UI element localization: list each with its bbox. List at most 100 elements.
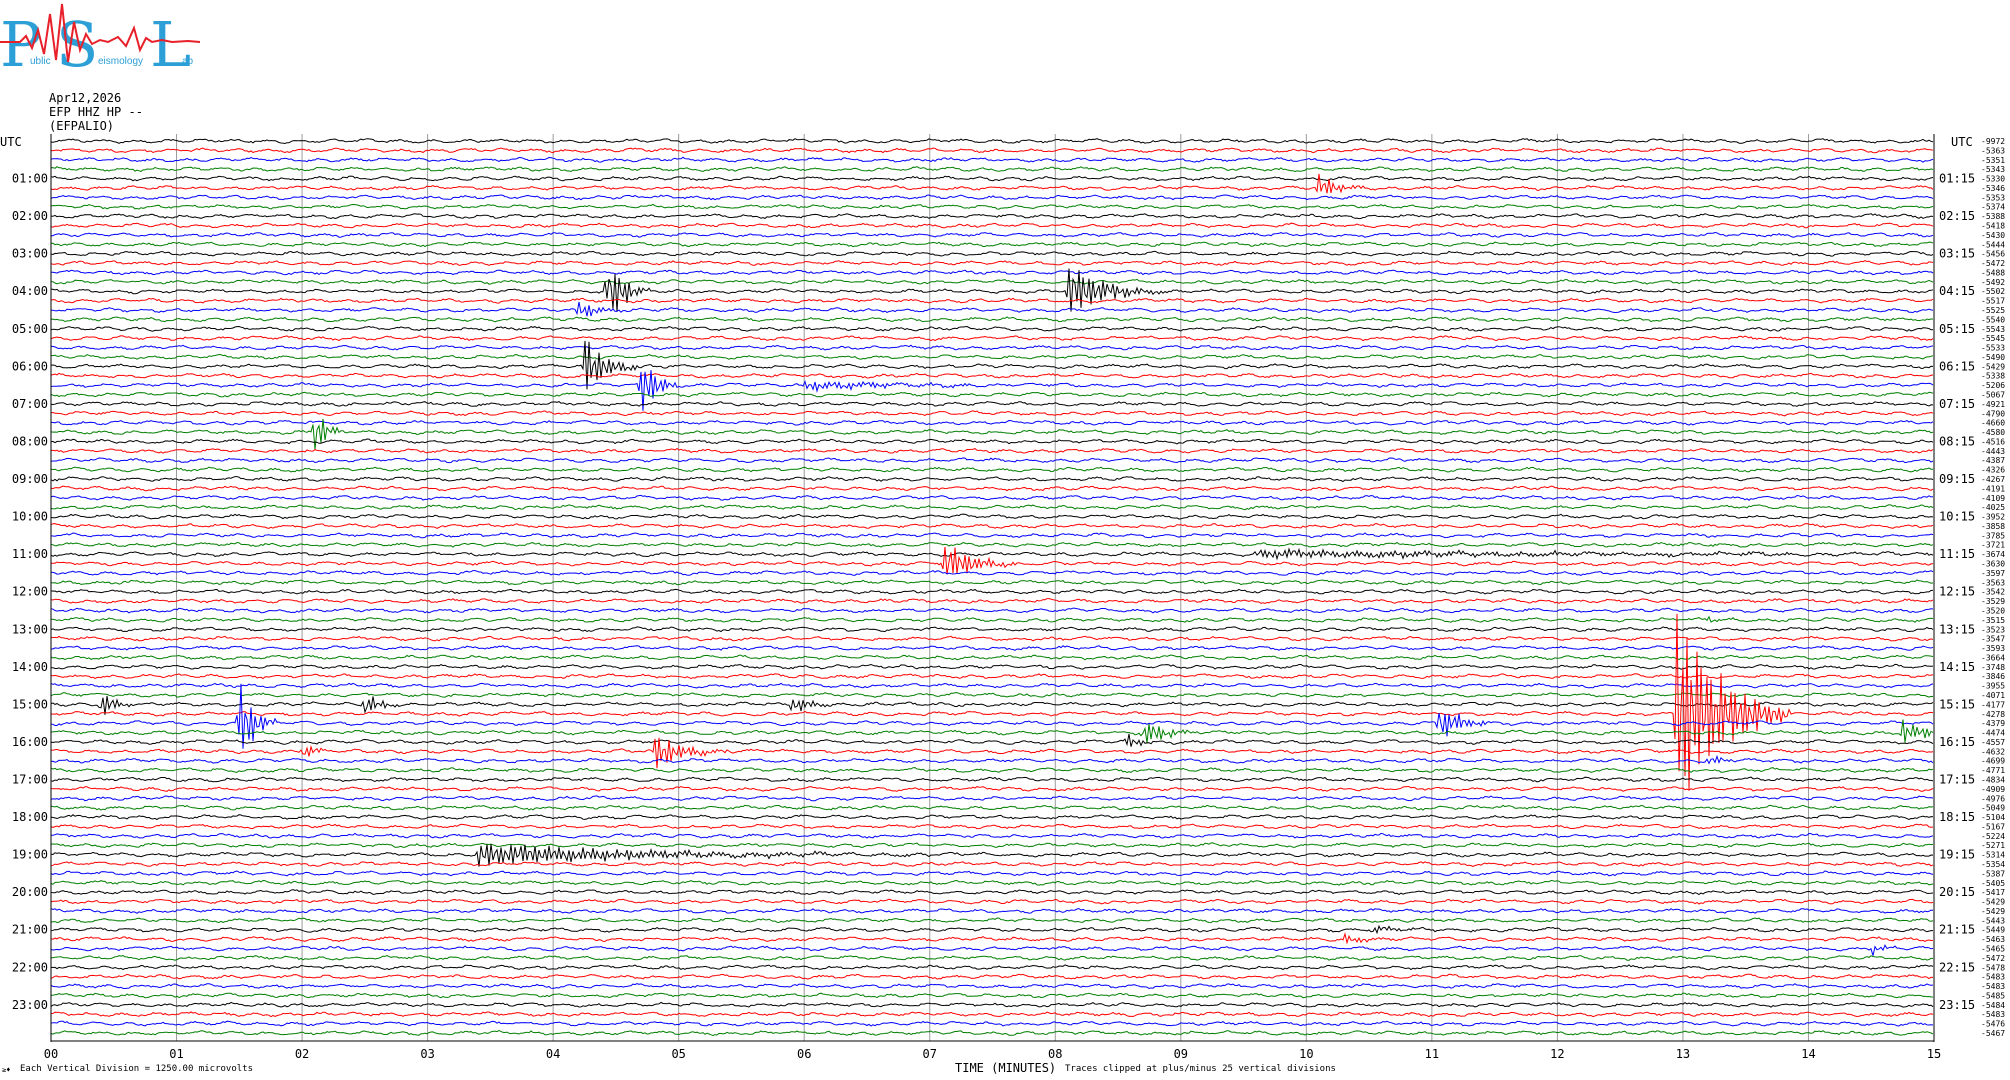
trace-offset-70: -4976 bbox=[1981, 794, 2005, 803]
trace-58 bbox=[50, 682, 1934, 689]
trace-4 bbox=[50, 175, 1934, 182]
trace-5 bbox=[50, 173, 1934, 194]
trace-0 bbox=[50, 138, 1934, 145]
x-tick-label-07: 07 bbox=[923, 1047, 937, 1061]
logo-word-lab: ab bbox=[182, 56, 194, 67]
trace-offset-72: -5104 bbox=[1981, 813, 2005, 822]
trace-77 bbox=[50, 861, 1934, 867]
trace-7 bbox=[50, 203, 1934, 210]
trace-offset-22: -5533 bbox=[1981, 344, 2005, 353]
right-hour-label-19:15: 19:15 bbox=[1939, 848, 1975, 862]
trace-offset-48: -3542 bbox=[1981, 588, 2005, 597]
trace-63 bbox=[50, 719, 1934, 744]
trace-offset-28: -4921 bbox=[1981, 400, 2005, 409]
trace-offset-76: -5314 bbox=[1981, 851, 2005, 860]
trace-offset-10: -5430 bbox=[1981, 231, 2005, 240]
trace-79 bbox=[50, 879, 1934, 886]
trace-offset-79: -5405 bbox=[1981, 879, 2005, 888]
left-hour-label-11:00: 11:00 bbox=[12, 547, 48, 561]
x-tick-label-14: 14 bbox=[1801, 1047, 1815, 1061]
right-hour-label-13:15: 13:15 bbox=[1939, 622, 1975, 636]
trace-offset-66: -4699 bbox=[1981, 757, 2005, 766]
trace-offset-64: -4557 bbox=[1981, 738, 2005, 747]
trace-offset-80: -5417 bbox=[1981, 888, 2005, 897]
trace-offset-95: -5467 bbox=[1981, 1029, 2005, 1038]
trace-offset-37: -4191 bbox=[1981, 484, 2005, 493]
x-tick-label-04: 04 bbox=[546, 1047, 560, 1061]
trace-offset-92: -5484 bbox=[1981, 1001, 2005, 1010]
trace-94 bbox=[50, 1020, 1934, 1027]
trace-51 bbox=[50, 615, 1934, 623]
x-tick-label-00: 00 bbox=[44, 1047, 58, 1061]
trace-91 bbox=[50, 992, 1933, 999]
left-hour-label-14:00: 14:00 bbox=[12, 660, 48, 674]
left-hour-label-01:00: 01:00 bbox=[12, 172, 48, 186]
trace-61 bbox=[50, 613, 1934, 790]
x-tick-label-11: 11 bbox=[1425, 1047, 1439, 1061]
trace-offset-45: -3630 bbox=[1981, 560, 2005, 569]
trace-16 bbox=[50, 268, 1934, 312]
trace-13 bbox=[50, 260, 1934, 266]
left-hour-label-08:00: 08:00 bbox=[12, 434, 48, 448]
right-hour-label-21:15: 21:15 bbox=[1939, 923, 1975, 937]
trace-offset-86: -5465 bbox=[1981, 944, 2005, 953]
trace-50 bbox=[50, 607, 1934, 614]
trace-offset-65: -4632 bbox=[1981, 747, 2005, 756]
right-hour-label-07:15: 07:15 bbox=[1939, 397, 1975, 411]
right-hour-label-10:15: 10:15 bbox=[1939, 510, 1975, 524]
trace-offset-75: -5271 bbox=[1981, 841, 2005, 850]
trace-66 bbox=[50, 754, 1934, 765]
trace-offset-7: -5374 bbox=[1981, 203, 2005, 212]
trace-offset-29: -4790 bbox=[1981, 409, 2005, 418]
trace-offset-53: -3547 bbox=[1981, 635, 2005, 644]
left-hour-label-07:00: 07:00 bbox=[12, 397, 48, 411]
trace-offset-24: -5429 bbox=[1981, 362, 2005, 371]
trace-88 bbox=[50, 964, 1934, 971]
trace-offset-85: -5463 bbox=[1981, 935, 2005, 944]
right-hour-label-18:15: 18:15 bbox=[1939, 810, 1975, 824]
psl-logo: P S L ublic eismology ab bbox=[0, 3, 201, 78]
trace-offset-25: -5338 bbox=[1981, 372, 2005, 381]
trace-offset-14: -5488 bbox=[1981, 268, 2005, 277]
trace-89 bbox=[50, 973, 1934, 980]
left-hour-label-06:00: 06:00 bbox=[12, 359, 48, 373]
trace-70 bbox=[50, 795, 1934, 802]
left-hour-label-23:00: 23:00 bbox=[12, 998, 48, 1012]
trace-offset-61: -4278 bbox=[1981, 710, 2005, 719]
trace-95 bbox=[50, 1029, 1934, 1037]
trace-offset-9: -5418 bbox=[1981, 222, 2005, 231]
trace-offset-89: -5483 bbox=[1981, 973, 2005, 982]
trace-76 bbox=[50, 844, 1934, 867]
trace-offset-2: -5351 bbox=[1981, 156, 2005, 165]
trace-38 bbox=[50, 494, 1934, 501]
trace-offset-26: -5206 bbox=[1981, 381, 2005, 390]
trace-offset-18: -5525 bbox=[1981, 306, 2005, 315]
trace-86 bbox=[50, 944, 1934, 956]
right-hour-label-14:15: 14:15 bbox=[1939, 660, 1975, 674]
trace-2 bbox=[50, 156, 1934, 163]
trace-offset-3: -5343 bbox=[1981, 165, 2005, 174]
right-hour-label-17:15: 17:15 bbox=[1939, 772, 1975, 786]
trace-40 bbox=[50, 513, 1934, 520]
trace-17 bbox=[50, 297, 1934, 304]
right-hour-label-05:15: 05:15 bbox=[1939, 322, 1975, 336]
trace-47 bbox=[50, 579, 1934, 586]
trace-27 bbox=[50, 391, 1934, 398]
trace-31 bbox=[50, 418, 1934, 450]
trace-offset-57: -3846 bbox=[1981, 672, 2005, 681]
left-hour-label-20:00: 20:00 bbox=[12, 885, 48, 899]
trace-74 bbox=[51, 832, 1934, 839]
trace-59 bbox=[50, 692, 1934, 698]
trace-48 bbox=[50, 588, 1934, 595]
trace-65 bbox=[50, 737, 1934, 769]
trace-34 bbox=[50, 457, 1934, 464]
x-tick-label-10: 10 bbox=[1299, 1047, 1313, 1061]
trace-offset-4: -5330 bbox=[1981, 175, 2005, 184]
clip-note: Traces clipped at plus/minus 25 vertical… bbox=[1065, 1064, 1336, 1074]
logo-seismic-wave bbox=[0, 3, 201, 63]
left-hour-label-12:00: 12:00 bbox=[12, 585, 48, 599]
trace-30 bbox=[50, 419, 1934, 426]
trace-offset-50: -3520 bbox=[1981, 606, 2005, 615]
trace-offset-67: -4771 bbox=[1981, 766, 2005, 775]
